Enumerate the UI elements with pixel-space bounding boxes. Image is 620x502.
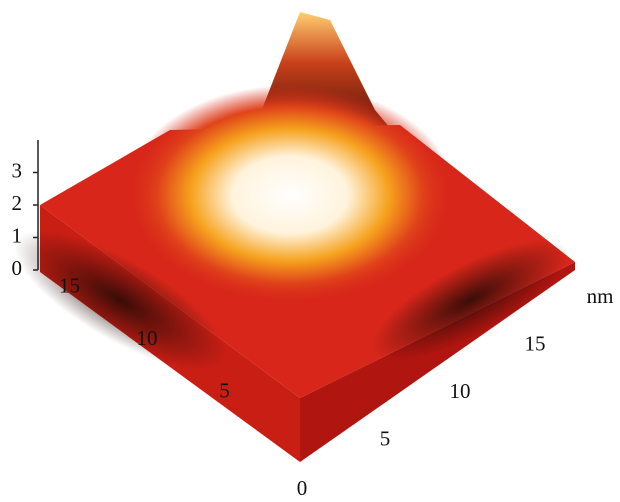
x-tick-label: 15: [59, 273, 80, 297]
chart: nm 0 1 2 3 0 5 10 15 5 10 15: [0, 0, 620, 502]
x-tick-label: 10: [137, 326, 158, 350]
unit-label: nm: [587, 284, 614, 308]
y-tick-label: 10: [450, 379, 471, 403]
bump: [125, 85, 455, 305]
surface: [0, 12, 584, 462]
x-tick-label: 0: [297, 476, 308, 500]
y-tick-label: 5: [380, 426, 391, 450]
z-tick-label: 3: [12, 158, 23, 182]
z-tick-label: 1: [12, 223, 23, 247]
z-tick-label: 0: [12, 256, 23, 280]
x-tick-label: 5: [219, 378, 230, 402]
y-tick-label: 15: [525, 331, 546, 355]
z-tick-label: 2: [12, 191, 23, 215]
